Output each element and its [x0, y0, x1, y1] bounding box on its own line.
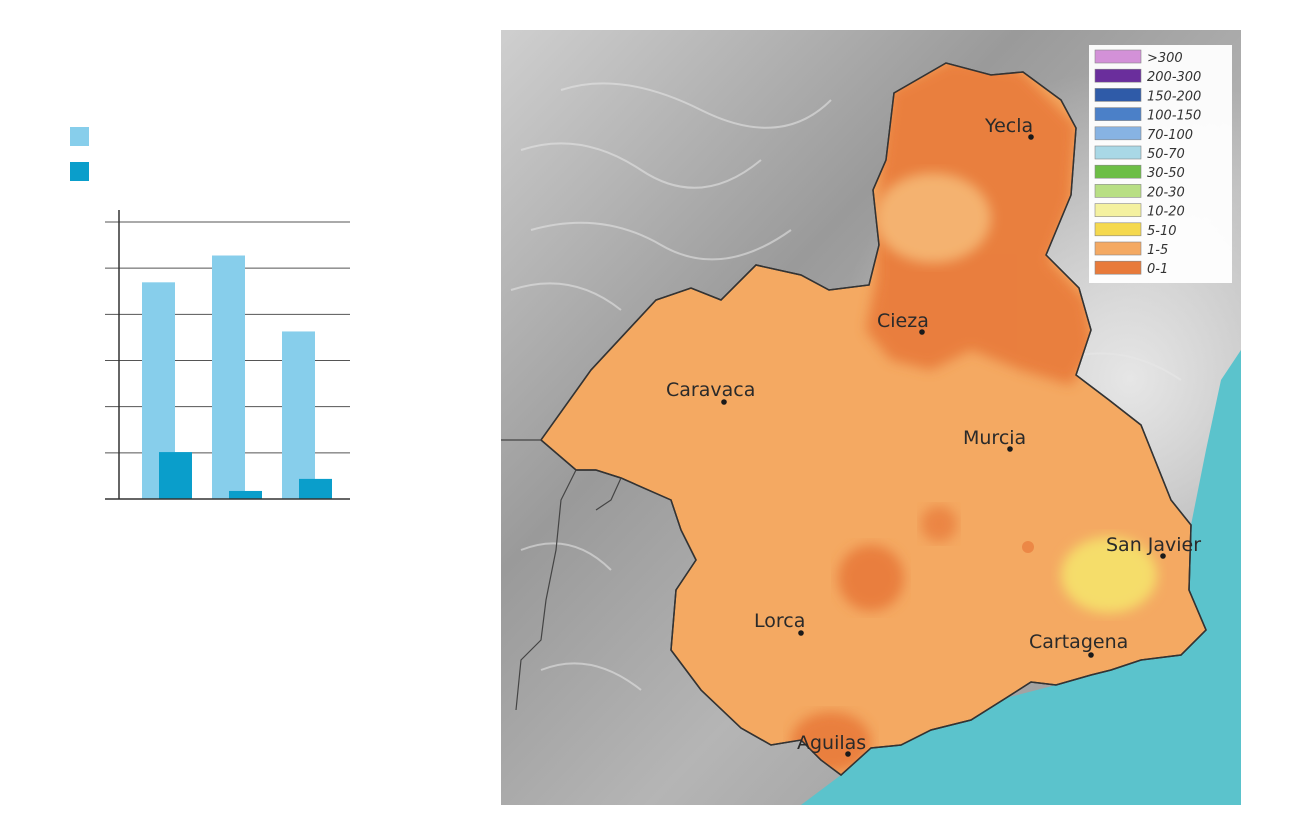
bar-series-2-group-2 [229, 490, 262, 499]
legend-label: >300 [1147, 51, 1183, 66]
legend-swatch-100-150 [1094, 107, 1142, 121]
city-markers: Yecla Cieza Caravaca Murcia San Javier Lorca C… [666, 115, 1201, 757]
legend-label: 150-200 [1147, 89, 1201, 104]
city-dot-caravaca [721, 399, 727, 405]
city-label-aguilas: Aguilas [797, 732, 866, 754]
zone-0-1-dot [1022, 541, 1034, 553]
city-label-yecla: Yecla [984, 115, 1033, 137]
legend-label: 200-300 [1147, 70, 1201, 85]
legend-label: 30-50 [1147, 166, 1185, 181]
sea [801, 350, 1241, 805]
legend-label: 70-100 [1147, 128, 1193, 143]
city-dot-aguilas [845, 751, 851, 757]
map-panel: >300 200-300 150-200 100-150 70-100 50-70 30-5… [501, 30, 1241, 805]
legend-swatch-10-20 [1094, 203, 1142, 217]
legend-swatch-50-70 [1094, 145, 1142, 160]
legend-label: 50-70 [1147, 147, 1185, 162]
city-label-cieza: Cieza [877, 310, 929, 332]
city-dot-murcia [1007, 446, 1013, 452]
city-dot-lorca [798, 630, 804, 636]
chart-legend [70, 127, 89, 181]
legend-swatch-0-1 [1094, 260, 1142, 275]
map-legend: >300 200-300 150-200 100-150 70-100 50-70 30-5… [1089, 45, 1232, 283]
legend-swatch--300 [1094, 49, 1142, 64]
city-label-cartagena: Cartagena [1029, 631, 1128, 653]
bar-series-2-group-3 [299, 478, 332, 499]
precipitation-zones [791, 63, 1157, 772]
zone-0-1-center [838, 545, 904, 611]
city-label-murcia: Murcia [963, 427, 1026, 449]
zone-5-10-san-javier [1061, 537, 1157, 613]
legend-swatch-30-50 [1094, 164, 1142, 179]
bar-series-2-group-1 [159, 452, 192, 499]
neighbour-borders [501, 439, 622, 711]
legend-label: 10-20 [1147, 205, 1185, 220]
legend-swatch-1-5 [1094, 241, 1142, 256]
bar-chart-panel [0, 0, 480, 834]
legend-swatch-200-300 [1094, 68, 1142, 83]
legend-label: 5-10 [1147, 224, 1177, 239]
zone-1-5-yecla-west [875, 173, 991, 263]
bar-series-1-group-3 [282, 331, 315, 499]
city-dot-yecla [1028, 134, 1034, 140]
bar-chart [70, 127, 350, 500]
legend-label: 100-150 [1147, 109, 1201, 124]
chart-axes [105, 210, 350, 500]
zone-0-1-small [921, 506, 957, 542]
legend-swatch-20-30 [1094, 184, 1142, 198]
legend-swatch-150-200 [1094, 88, 1142, 102]
legend-swatch-series-1 [70, 127, 89, 146]
city-label-caravaca: Caravaca [666, 379, 755, 401]
legend-label: 0-1 [1147, 262, 1168, 277]
city-dot-cartagena [1088, 652, 1094, 658]
legend-swatch-5-10 [1094, 222, 1142, 237]
city-label-lorca: Lorca [754, 610, 805, 632]
region-map: >300 200-300 150-200 100-150 70-100 50-70 30-5… [501, 30, 1241, 805]
chart-bars [142, 255, 332, 499]
city-dot-san-javier [1160, 553, 1166, 559]
city-label-san-javier: San Javier [1106, 534, 1201, 556]
region-border [539, 62, 1207, 776]
bar-series-1-group-2 [212, 255, 245, 499]
legend-swatch-70-100 [1094, 126, 1142, 141]
legend-label: 20-30 [1147, 185, 1185, 200]
legend-swatch-series-2 [70, 162, 89, 181]
legend-label: 1-5 [1147, 243, 1168, 258]
city-dot-cieza [919, 329, 925, 335]
